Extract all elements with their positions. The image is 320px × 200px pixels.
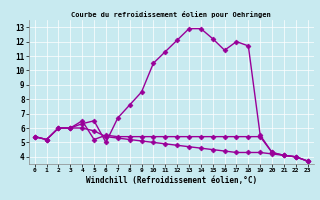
Title: Courbe du refroidissement éolien pour Oehringen: Courbe du refroidissement éolien pour Oe…: [71, 11, 271, 18]
X-axis label: Windchill (Refroidissement éolien,°C): Windchill (Refroidissement éolien,°C): [86, 176, 257, 185]
